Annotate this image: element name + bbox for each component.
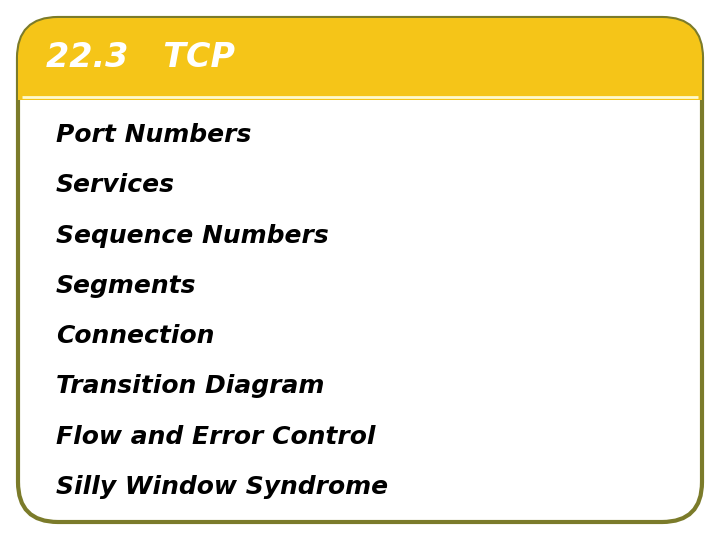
Bar bbox=[18, 55, 702, 100]
Text: Segments: Segments bbox=[56, 274, 197, 298]
Text: Sequence Numbers: Sequence Numbers bbox=[56, 224, 329, 248]
Text: Silly Window Syndrome: Silly Window Syndrome bbox=[56, 475, 388, 499]
Text: Flow and Error Control: Flow and Error Control bbox=[56, 424, 376, 449]
Text: Services: Services bbox=[56, 173, 175, 198]
Text: Connection: Connection bbox=[56, 324, 215, 348]
FancyBboxPatch shape bbox=[18, 18, 702, 100]
Text: Transition Diagram: Transition Diagram bbox=[56, 374, 325, 399]
Text: 22.3   TCP: 22.3 TCP bbox=[46, 41, 235, 74]
Text: Port Numbers: Port Numbers bbox=[56, 123, 251, 147]
FancyBboxPatch shape bbox=[18, 18, 702, 522]
